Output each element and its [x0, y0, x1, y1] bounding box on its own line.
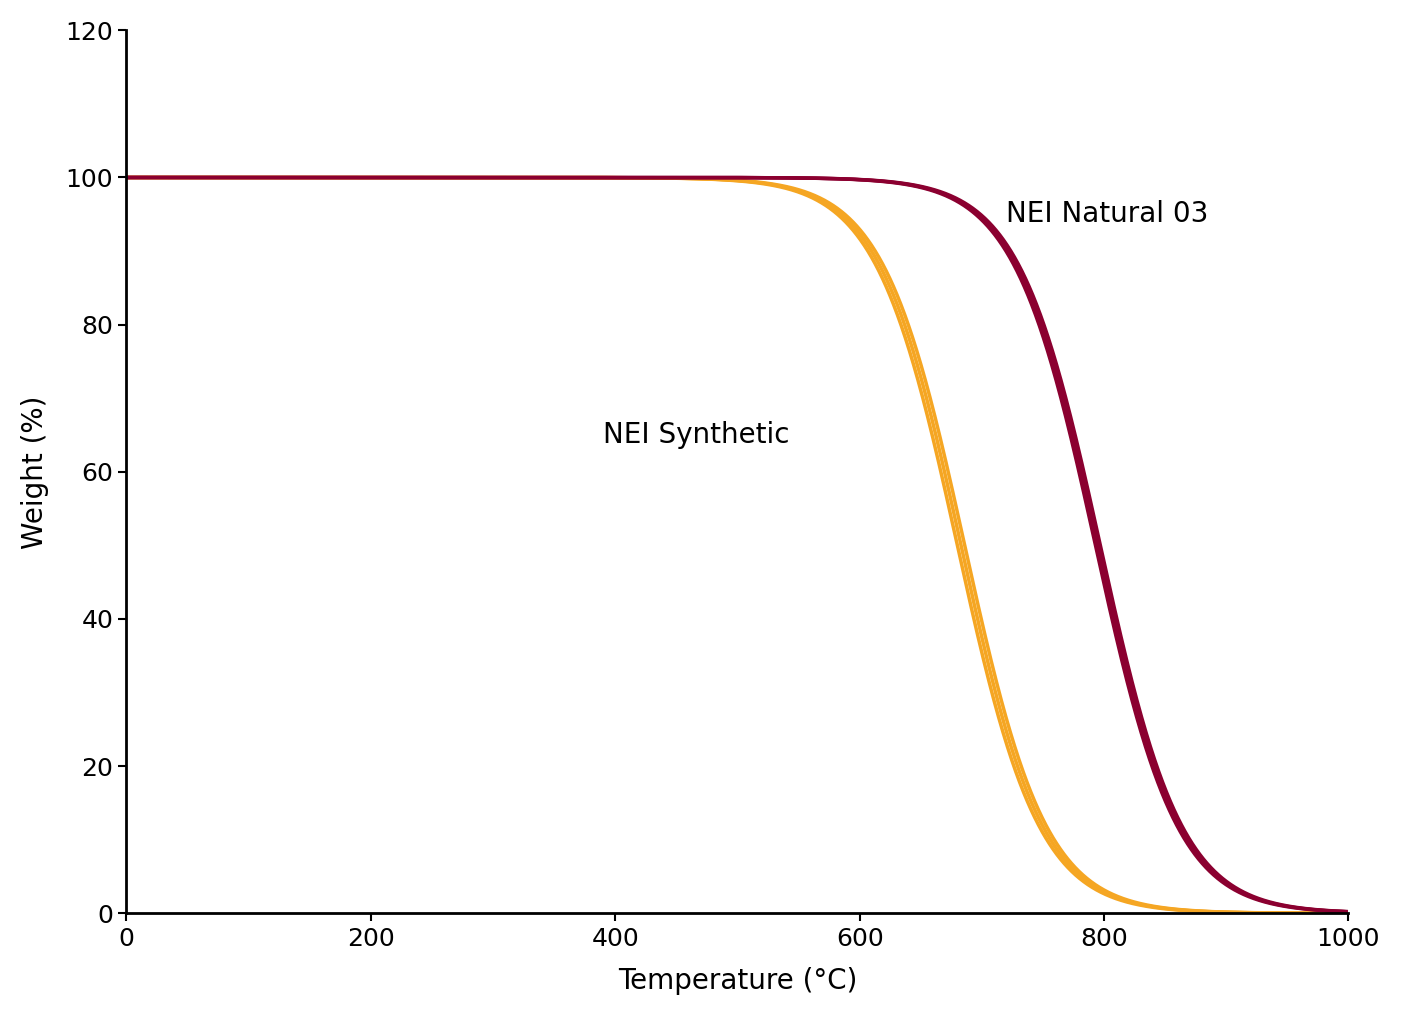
Text: NEI Natural 03: NEI Natural 03 — [1006, 200, 1209, 229]
X-axis label: Temperature (°C): Temperature (°C) — [618, 967, 857, 995]
Y-axis label: Weight (%): Weight (%) — [21, 395, 49, 549]
Text: NEI Synthetic: NEI Synthetic — [602, 421, 790, 449]
